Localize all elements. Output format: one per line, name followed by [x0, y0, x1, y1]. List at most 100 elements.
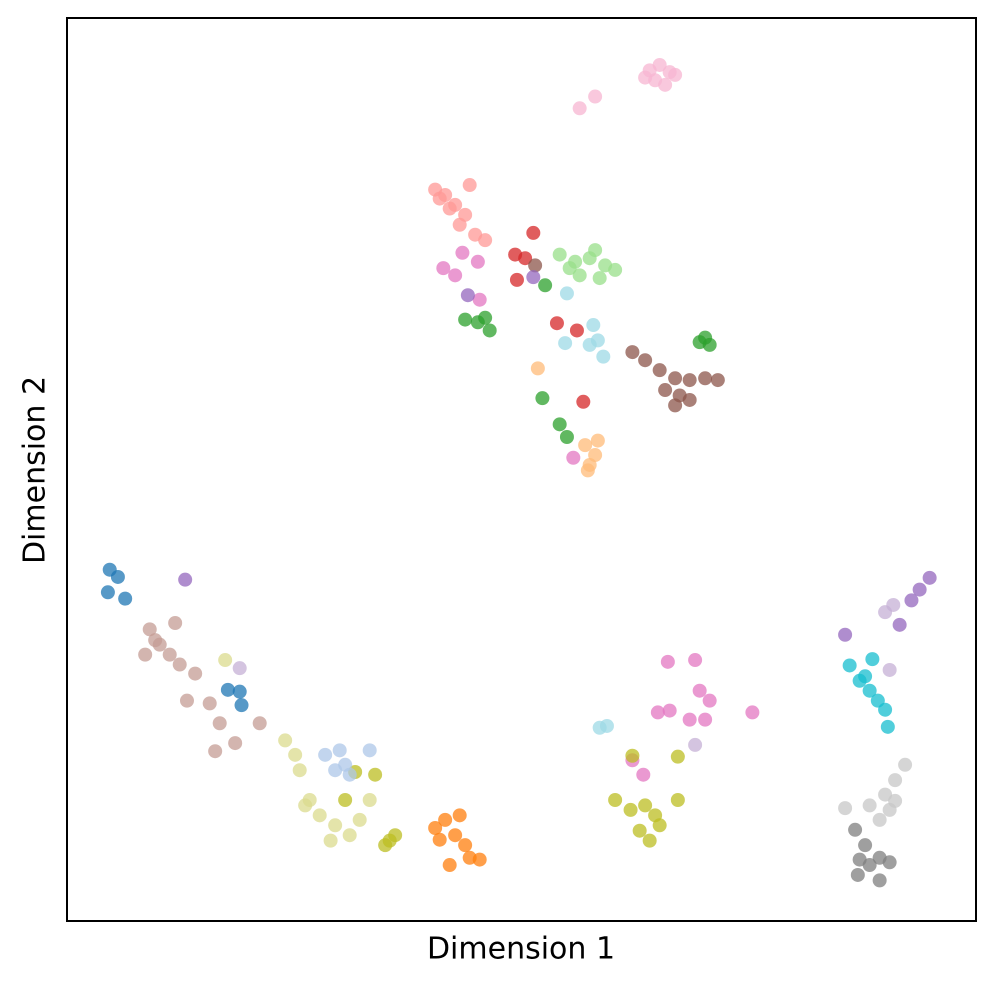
point [882, 855, 897, 870]
point [590, 433, 605, 448]
point [212, 716, 227, 731]
point [636, 767, 651, 782]
point [232, 684, 247, 699]
point [580, 463, 595, 478]
point [682, 373, 697, 388]
point [342, 828, 357, 843]
point [562, 261, 577, 276]
point [432, 191, 447, 206]
point [138, 647, 153, 662]
point [178, 572, 193, 587]
point [228, 736, 243, 751]
point [458, 312, 473, 327]
point [328, 763, 343, 778]
point [658, 383, 673, 398]
point [592, 271, 607, 286]
point [218, 653, 233, 668]
point [652, 363, 667, 378]
point [458, 838, 473, 853]
point [530, 361, 545, 376]
point [872, 873, 887, 888]
point [558, 336, 573, 351]
point [682, 712, 697, 727]
point [549, 316, 564, 331]
point [460, 288, 475, 303]
point [838, 627, 853, 642]
point [599, 718, 614, 733]
x-axis-label: Dimension 1 [427, 932, 615, 967]
point [888, 793, 903, 808]
point [572, 268, 587, 283]
point [702, 693, 717, 708]
point [623, 802, 638, 817]
point [462, 178, 477, 193]
point [688, 653, 703, 668]
point [312, 808, 327, 823]
point [478, 233, 493, 248]
point [448, 268, 463, 283]
point [162, 647, 177, 662]
point [288, 747, 303, 762]
point [569, 323, 584, 338]
point [662, 703, 677, 718]
point [572, 101, 587, 116]
point [842, 658, 857, 673]
point [342, 767, 357, 782]
point [526, 225, 541, 240]
point [518, 251, 533, 266]
point [710, 373, 725, 388]
point [278, 733, 293, 748]
point [100, 585, 115, 600]
point [668, 398, 683, 413]
point [202, 696, 217, 711]
point [578, 438, 593, 453]
point [698, 712, 713, 727]
point [588, 89, 603, 104]
point [378, 838, 393, 853]
point [428, 820, 443, 835]
points [100, 57, 937, 888]
point [559, 429, 574, 444]
point [328, 818, 343, 833]
point [638, 70, 653, 85]
point [172, 657, 187, 672]
point [745, 705, 760, 720]
point [848, 822, 863, 837]
point [470, 254, 485, 269]
point [179, 693, 194, 708]
point [888, 773, 903, 788]
point [455, 245, 470, 260]
point [318, 747, 333, 762]
point [862, 798, 877, 813]
point [670, 749, 685, 764]
point [658, 77, 673, 92]
point [904, 593, 919, 608]
point [882, 662, 897, 677]
point [682, 392, 697, 407]
point [208, 744, 223, 759]
point [352, 812, 367, 827]
point [482, 323, 497, 338]
point [472, 852, 487, 867]
point [148, 633, 163, 648]
point [552, 417, 567, 432]
point [588, 243, 603, 258]
point [638, 798, 653, 813]
point [878, 702, 893, 717]
point [368, 767, 383, 782]
point [452, 808, 467, 823]
point [442, 858, 457, 873]
point [878, 787, 893, 802]
point [586, 318, 601, 333]
point [142, 622, 157, 637]
point [432, 832, 447, 847]
point [880, 719, 895, 734]
point [472, 292, 487, 307]
point [362, 792, 377, 807]
point [232, 661, 247, 676]
point [872, 812, 887, 827]
point [292, 763, 307, 778]
plot-frame [66, 17, 977, 922]
point [892, 617, 907, 632]
